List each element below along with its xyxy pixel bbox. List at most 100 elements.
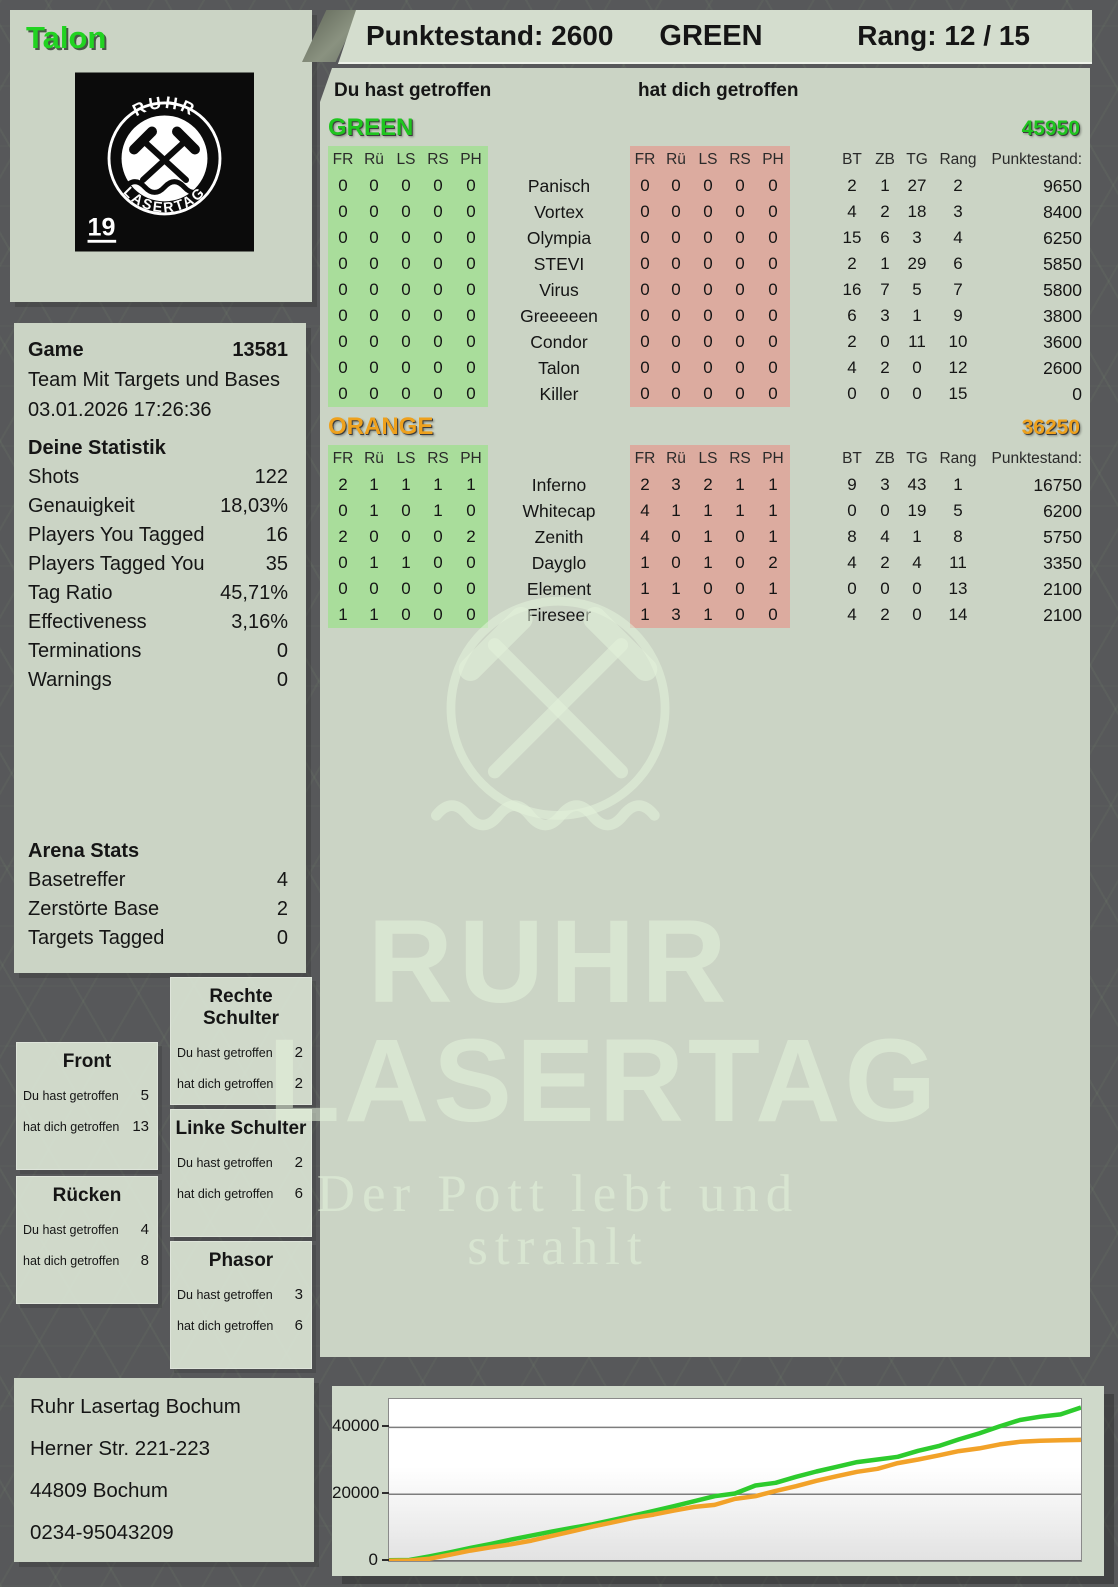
spacer	[790, 381, 834, 407]
hit-you-label: hat dich getroffen	[177, 1187, 274, 1201]
stat-cell: 3	[880, 306, 890, 325]
stat-value: 16	[265, 524, 288, 546]
hit-you-cell: 1	[660, 576, 692, 602]
stat-label: Effectiveness	[28, 611, 147, 633]
team-name: ORANGE	[328, 413, 434, 440]
hit-you-cell: 0	[756, 173, 790, 199]
column-header: LS	[692, 146, 724, 173]
you-hit-cell: 0	[328, 576, 358, 602]
score-chart-plot	[388, 1398, 1082, 1563]
hit-zone-title: Front	[62, 1051, 112, 1072]
game-label: Game	[28, 339, 84, 361]
player-name: Vortex	[534, 202, 584, 222]
you-hit-cell: 2	[328, 524, 358, 550]
hit-you-value: 6	[294, 1185, 303, 1202]
game-number: 13581	[232, 339, 288, 361]
you-hit-cell: 0	[422, 329, 454, 355]
you-hit-label: Du hast getroffen	[23, 1223, 119, 1237]
arena-stat-value: 2	[276, 898, 288, 920]
you-hit-cell: 0	[328, 355, 358, 381]
arena-stat-label: Zerstörte Base	[28, 898, 160, 920]
player-score: 5750	[1043, 527, 1082, 547]
column-header: TG	[906, 450, 928, 467]
hit-you-value: 2	[294, 1075, 303, 1092]
you-hit-cell: 0	[358, 251, 390, 277]
you-hit-label: Du hast getroffen	[177, 1046, 273, 1060]
stat-cell: 6	[880, 228, 890, 247]
stat-cell: 18	[907, 202, 927, 221]
stat-cell: 4	[847, 202, 857, 221]
spacer	[790, 355, 834, 381]
stat-cell: 2	[847, 332, 857, 351]
score-chart	[388, 1405, 1082, 1563]
hit-you-cell: 0	[692, 381, 724, 407]
arena-stats-title: Arena Stats	[28, 840, 140, 862]
column-header: Rü	[660, 146, 692, 173]
team-total-score: 45950	[1021, 117, 1080, 140]
team-header: GREEN 45950	[328, 114, 1082, 144]
player-name: STEVI	[533, 254, 585, 274]
stat-cell: 4	[847, 358, 857, 377]
you-hit-cell: 0	[328, 329, 358, 355]
stat-cell: 11	[949, 553, 967, 572]
game-mode: Team Mit Targets und Bases	[28, 369, 280, 391]
y-axis-tick-label: 0	[368, 1550, 378, 1569]
contact-panel: Ruhr Lasertag Bochum Herner Str. 221-223…	[14, 1378, 314, 1562]
player-score: 3350	[1043, 553, 1082, 573]
column-header: LS	[692, 445, 724, 472]
spacer	[790, 445, 834, 472]
you-hit-cell: 0	[390, 355, 422, 381]
you-hit-cell: 0	[390, 498, 422, 524]
hit-you-cell: 0	[692, 173, 724, 199]
hit-you-value: 6	[294, 1317, 303, 1334]
hit-you-cell: 1	[692, 524, 724, 550]
player-score: 2600	[1043, 358, 1082, 378]
y-axis-tick-mark	[382, 1492, 389, 1495]
column-header: FR	[630, 445, 660, 472]
player-name: Inferno	[531, 475, 587, 495]
player-score: 2100	[1043, 579, 1082, 599]
stat-cell: 5	[953, 501, 963, 520]
stat-cell: 4	[953, 228, 963, 247]
stat-cell: 0	[912, 579, 922, 598]
stat-cell: 0	[912, 605, 922, 624]
you-hit-cell: 1	[390, 472, 422, 498]
you-hit-cell: 0	[390, 329, 422, 355]
you-hit-label: Du hast getroffen	[177, 1156, 273, 1170]
hit-you-cell: 4	[630, 498, 660, 524]
stat-cell: 15	[948, 384, 968, 403]
chart-line-green	[388, 1405, 1082, 1563]
column-header: Rang	[939, 151, 977, 168]
stat-value: 18,03%	[220, 495, 288, 517]
you-hit-cell: 1	[328, 602, 358, 628]
hit-you-cell: 0	[630, 329, 660, 355]
stat-cell: 1	[880, 176, 890, 195]
score-header-bar: Punktestand: 2600 GREEN Rang: 12 / 15	[338, 10, 1092, 64]
you-hit-cell: 0	[454, 251, 488, 277]
you-hit-cell: 0	[390, 225, 422, 251]
stat-cell: 0	[912, 358, 922, 377]
you-hit-label: Du hast getroffen	[177, 1288, 273, 1302]
hit-you-label: hat dich getroffen	[23, 1254, 120, 1268]
spacer	[790, 550, 834, 576]
spacer	[790, 225, 834, 251]
stat-cell: 19	[907, 501, 927, 520]
hit-you-cell: 1	[630, 602, 660, 628]
stat-cell: 0	[912, 384, 922, 403]
you-hit-cell: 0	[390, 381, 422, 407]
hit-you-cell: 0	[724, 381, 756, 407]
column-header: RS	[422, 146, 454, 173]
hit-you-cell: 4	[630, 524, 660, 550]
hit-you-cell: 0	[660, 355, 692, 381]
hit-you-cell: 0	[660, 550, 692, 576]
player-name: Zenith	[534, 527, 584, 547]
hit-you-cell: 1	[756, 472, 790, 498]
stat-cell: 0	[880, 579, 890, 598]
player-score: 3600	[1043, 332, 1082, 352]
hit-you-cell: 0	[756, 355, 790, 381]
you-hit-cell: 0	[422, 251, 454, 277]
you-hit-cell: 0	[422, 602, 454, 628]
you-hit-cell: 0	[422, 173, 454, 199]
stat-cell: 6	[953, 254, 963, 273]
hit-you-cell: 0	[660, 199, 692, 225]
